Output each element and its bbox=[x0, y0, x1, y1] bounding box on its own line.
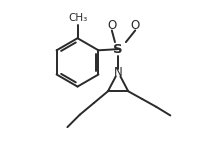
Text: O: O bbox=[131, 19, 140, 32]
Text: O: O bbox=[107, 19, 117, 32]
Text: N: N bbox=[114, 66, 122, 79]
Text: S: S bbox=[113, 43, 123, 56]
Text: CH₃: CH₃ bbox=[68, 13, 87, 23]
